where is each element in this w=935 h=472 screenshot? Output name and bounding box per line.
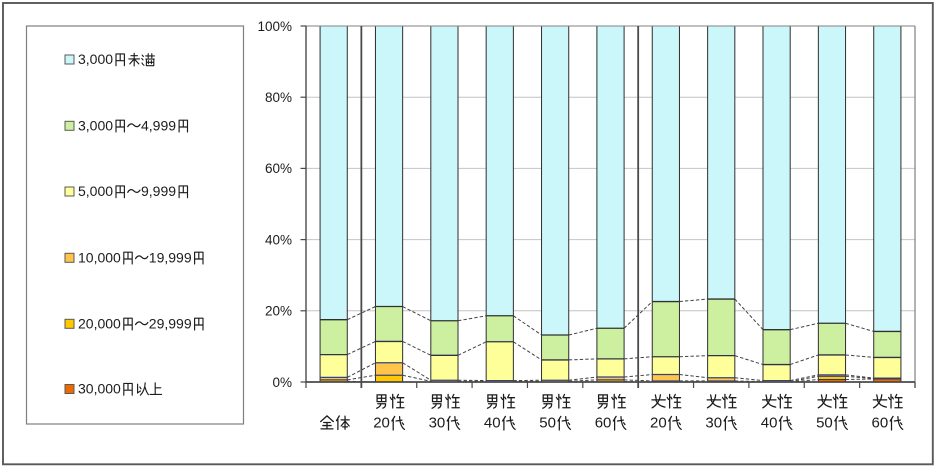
svg-text:3,000: 3,000	[78, 51, 113, 67]
svg-text:20%: 20%	[265, 304, 292, 319]
svg-text:9,999: 9,999	[141, 183, 176, 199]
svg-text:60: 60	[872, 414, 889, 431]
svg-text:40: 40	[484, 414, 501, 431]
svg-text:40: 40	[761, 414, 778, 431]
svg-text:29,999: 29,999	[149, 316, 192, 332]
svg-text:5,000: 5,000	[78, 183, 113, 199]
svg-text:100%: 100%	[257, 19, 292, 34]
svg-text:30,000: 30,000	[78, 381, 121, 397]
svg-text:19,999: 19,999	[149, 250, 192, 266]
svg-text:80%: 80%	[265, 90, 292, 105]
svg-text:20,000: 20,000	[78, 316, 121, 332]
svg-text:3,000: 3,000	[78, 118, 113, 134]
svg-text:20: 20	[373, 414, 390, 431]
svg-text:0%: 0%	[272, 375, 292, 390]
svg-text:50: 50	[816, 414, 833, 431]
svg-text:4,999: 4,999	[141, 118, 176, 134]
svg-text:40%: 40%	[265, 232, 292, 247]
svg-text:30: 30	[705, 414, 722, 431]
svg-text:60: 60	[595, 414, 612, 431]
svg-text:30: 30	[429, 414, 446, 431]
svg-text:50: 50	[539, 414, 556, 431]
svg-text:60%: 60%	[265, 161, 292, 176]
svg-text:20: 20	[650, 414, 667, 431]
svg-text:10,000: 10,000	[78, 250, 121, 266]
